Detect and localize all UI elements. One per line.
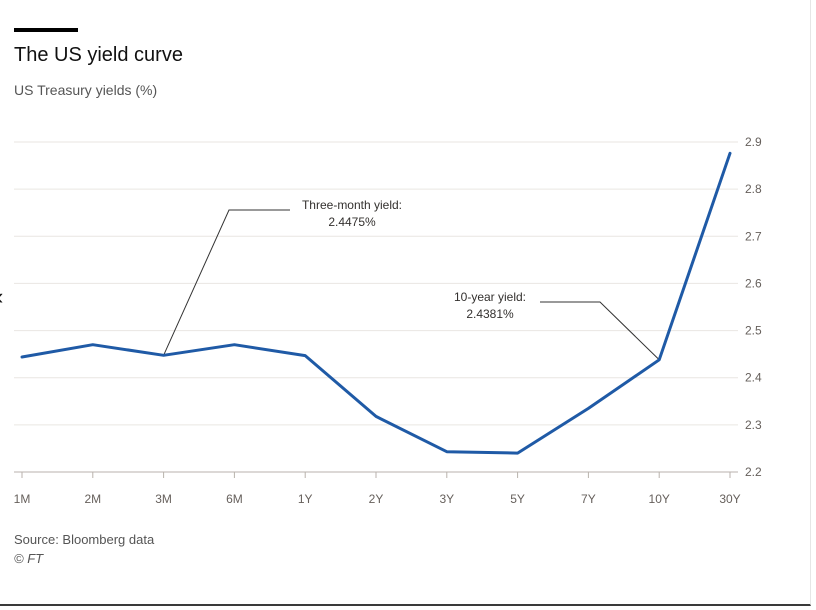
annotation-label: 10-year yield: bbox=[454, 290, 526, 304]
annotation-leader-line bbox=[163, 209, 290, 356]
x-tick-label: 1Y bbox=[298, 492, 313, 506]
gridlines bbox=[14, 141, 738, 473]
annotation-value: 2.4475% bbox=[328, 215, 376, 229]
x-axis-ticks bbox=[21, 472, 731, 478]
y-tick-label: 2.8 bbox=[745, 182, 762, 196]
series-layer bbox=[20, 151, 732, 455]
y-tick-label: 2.2 bbox=[745, 465, 762, 479]
chart-title: The US yield curve bbox=[14, 44, 183, 66]
x-tick-label: 3M bbox=[155, 492, 172, 506]
y-tick-label: 2.5 bbox=[745, 324, 762, 338]
annotation-leader-line bbox=[540, 301, 660, 361]
source-note: Source: Bloomberg data bbox=[14, 532, 155, 547]
x-tick-label: 7Y bbox=[581, 492, 596, 506]
y-tick-label: 2.9 bbox=[745, 135, 762, 149]
copyright-note: © FT bbox=[14, 551, 44, 566]
x-tick-label: 5Y bbox=[510, 492, 525, 506]
annotation-label: Three-month yield: bbox=[302, 198, 402, 212]
y-tick-label: 2.3 bbox=[745, 418, 762, 432]
annotation-value: 2.4381% bbox=[466, 307, 514, 321]
x-tick-label: 2M bbox=[84, 492, 101, 506]
annotations: Three-month yield: 2.4475% 10-year yield: 2… bbox=[163, 198, 660, 361]
yield-curve-line bbox=[20, 151, 732, 455]
y-tick-label: 2.4 bbox=[745, 371, 762, 385]
x-tick-label: 10Y bbox=[649, 492, 670, 506]
back-chevron-icon[interactable]: ‹ bbox=[0, 286, 3, 308]
axis-labels: 2.2 2.3 2.4 2.5 2.6 2.7 2.8 2.9 1M 2M 3M 6M 1Y 2Y 3Y 5Y… bbox=[14, 135, 762, 506]
x-tick-label: 3Y bbox=[439, 492, 454, 506]
x-tick-label: 1M bbox=[14, 492, 31, 506]
x-tick-label: 6M bbox=[226, 492, 243, 506]
chart-subtitle: US Treasury yields (%) bbox=[14, 82, 158, 98]
y-tick-label: 2.7 bbox=[745, 229, 762, 243]
x-tick-label: 30Y bbox=[719, 492, 740, 506]
title-accent-bar bbox=[14, 28, 78, 32]
x-tick-label: 2Y bbox=[369, 492, 384, 506]
y-tick-label: 2.6 bbox=[745, 276, 762, 290]
